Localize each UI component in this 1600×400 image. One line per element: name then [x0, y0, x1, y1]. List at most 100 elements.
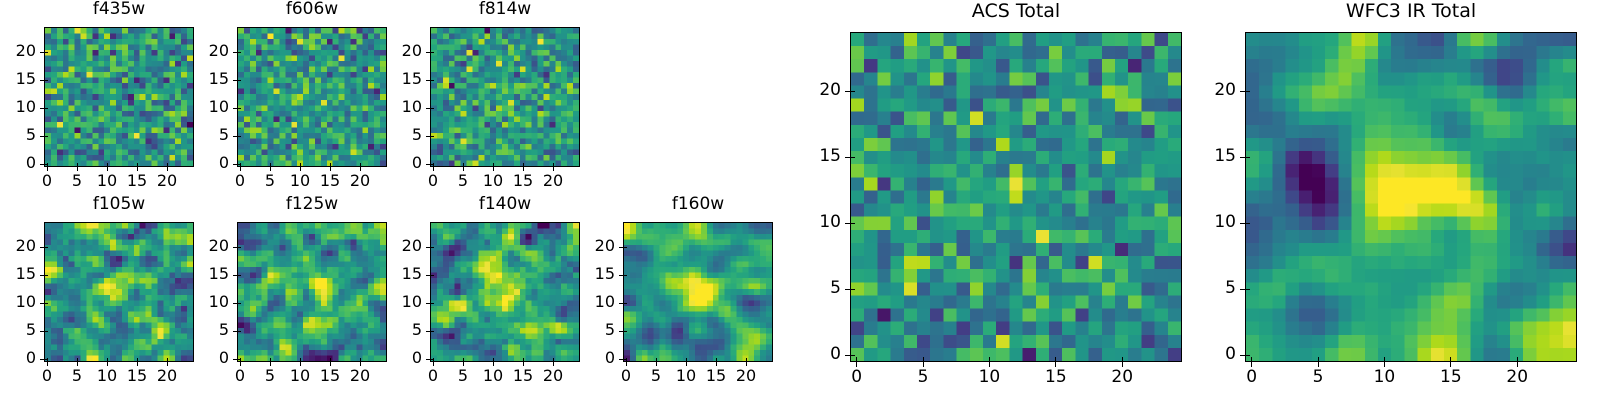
y-tick-label-f160w-0: 0: [604, 348, 615, 368]
x-tick-wfc3-ir-total-0: [1251, 362, 1253, 367]
y-tick-label-f814w-1: 5: [411, 125, 422, 145]
y-tick-label-f105w-2: 10: [15, 292, 36, 312]
panel-title-wfc3-ir-total: WFC3 IR Total: [1345, 0, 1477, 22]
y-tick-f140w-2: [426, 302, 430, 304]
x-tick-label-f125w-1: 5: [264, 366, 276, 385]
heatmap-image-acs-total: [851, 33, 1181, 361]
heatmap-image-f125w: [238, 223, 386, 361]
y-tick-acs-total-3: [845, 156, 850, 158]
x-tick-label-f814w-0: 0: [427, 171, 439, 190]
y-tick-label-f125w-2: 10: [208, 292, 229, 312]
y-tick-inner-wfc3-ir-total-1: [1245, 288, 1250, 290]
y-tick-f105w-4: [40, 246, 44, 248]
x-tick-wfc3-ir-total-2: [1383, 362, 1385, 367]
x-tick-label-f160w-0: 0: [620, 366, 632, 385]
y-tick-wfc3-ir-total-2: [1240, 222, 1245, 224]
y-tick-label-f606w-2: 10: [208, 97, 229, 117]
x-tick-label-f814w-4: 20: [542, 171, 564, 190]
y-tick-inner-f105w-3: [44, 274, 48, 276]
y-tick-inner-f435w-1: [44, 135, 48, 137]
x-tick-label-f606w-2: 10: [289, 171, 311, 190]
heatmap-wfc3-ir-total: [1245, 32, 1577, 362]
y-tick-f125w-0: [233, 358, 237, 360]
x-tick-f125w-4: [359, 362, 361, 366]
y-tick-inner-f125w-0: [237, 358, 241, 360]
y-tick-label-f160w-4: 20: [594, 236, 615, 256]
y-tick-inner-f160w-1: [623, 330, 627, 332]
y-tick-inner-f140w-1: [430, 330, 434, 332]
x-tick-inner-f160w-2: [685, 358, 687, 362]
y-tick-label-f606w-0: 0: [218, 153, 229, 173]
panel-f105w: f105w 0 5 10 15 20 0 5 10 15 20: [16, 196, 194, 388]
x-tick-inner-f606w-0: [239, 163, 241, 167]
x-tick-f105w-2: [106, 362, 108, 366]
y-tick-inner-acs-total-2: [850, 222, 855, 224]
panel-title-acs-total: ACS Total: [971, 0, 1061, 22]
x-tick-f105w-4: [166, 362, 168, 366]
x-tick-label-f606w-0: 0: [234, 171, 246, 190]
y-tick-acs-total-1: [845, 288, 850, 290]
x-tick-f160w-4: [745, 362, 747, 366]
y-tick-inner-f140w-2: [430, 302, 434, 304]
x-tick-label-f435w-0: 0: [41, 171, 53, 190]
x-tick-f814w-2: [492, 167, 494, 171]
x-tick-acs-total-1: [922, 362, 924, 367]
panel-title-f606w: f606w: [285, 0, 339, 19]
panel-f160w: f160w 0 5 10 15 20 0 5 10 15 20: [595, 196, 773, 388]
y-tick-acs-total-2: [845, 222, 850, 224]
y-tick-label-f125w-0: 0: [218, 348, 229, 368]
x-tick-label-f125w-4: 20: [349, 366, 371, 385]
x-tick-label-f105w-2: 10: [96, 366, 118, 385]
y-tick-label-wfc3-ir-total-3: 15: [1214, 146, 1236, 167]
x-tick-acs-total-0: [856, 362, 858, 367]
y-tick-f105w-3: [40, 274, 44, 276]
y-tick-inner-acs-total-1: [850, 288, 855, 290]
heatmap-f125w: [237, 222, 387, 362]
x-tick-f435w-2: [106, 167, 108, 171]
panel-title-f814w: f814w: [478, 0, 532, 19]
panel-f125w: f125w 0 5 10 15 20 0 5 10 15 20: [209, 196, 387, 388]
x-tick-f606w-0: [239, 167, 241, 171]
y-tick-label-acs-total-1: 5: [830, 278, 841, 299]
x-tick-label-f105w-4: 20: [156, 366, 178, 385]
x-tick-f140w-1: [462, 362, 464, 366]
panel-f140w: f140w 0 5 10 15 20 0 5 10 15 20: [402, 196, 580, 388]
x-tick-f140w-2: [492, 362, 494, 366]
y-tick-inner-f160w-2: [623, 302, 627, 304]
x-tick-inner-f435w-4: [166, 163, 168, 167]
panel-f435w: f435w 0 5 10 15 20 0 5 10 15 20: [16, 1, 194, 193]
y-tick-label-acs-total-4: 20: [819, 80, 841, 101]
x-tick-label-acs-total-3: 15: [1045, 367, 1067, 387]
y-tick-inner-f105w-1: [44, 330, 48, 332]
x-tick-label-f140w-2: 10: [482, 366, 504, 385]
y-tick-f140w-3: [426, 274, 430, 276]
y-tick-inner-f140w-3: [430, 274, 434, 276]
x-tick-wfc3-ir-total-3: [1450, 362, 1452, 367]
y-tick-f160w-4: [619, 246, 623, 248]
x-tick-f160w-1: [655, 362, 657, 366]
y-tick-f435w-0: [40, 163, 44, 165]
x-tick-inner-f435w-3: [136, 163, 138, 167]
y-tick-inner-f814w-3: [430, 79, 434, 81]
y-tick-label-f814w-3: 15: [401, 69, 422, 89]
x-tick-inner-f105w-1: [76, 358, 78, 362]
x-tick-inner-f814w-3: [522, 163, 524, 167]
panel-acs-total: ACS Total 0 5 10 15 20 0 5 10 15 20: [819, 0, 1182, 392]
y-tick-f105w-2: [40, 302, 44, 304]
x-tick-f125w-1: [269, 362, 271, 366]
x-tick-inner-wfc3-ir-total-3: [1450, 357, 1452, 362]
x-tick-f125w-3: [329, 362, 331, 366]
x-tick-inner-f814w-1: [462, 163, 464, 167]
x-tick-f814w-4: [552, 167, 554, 171]
x-tick-f160w-3: [715, 362, 717, 366]
y-tick-acs-total-0: [845, 354, 850, 356]
x-tick-label-f814w-2: 10: [482, 171, 504, 190]
x-tick-f606w-4: [359, 167, 361, 171]
y-tick-f814w-4: [426, 51, 430, 53]
x-tick-label-wfc3-ir-total-0: 0: [1246, 367, 1258, 387]
y-tick-inner-f814w-1: [430, 135, 434, 137]
y-tick-inner-f814w-4: [430, 51, 434, 53]
x-tick-label-f435w-1: 5: [71, 171, 83, 190]
y-tick-inner-f125w-3: [237, 274, 241, 276]
x-tick-inner-f814w-0: [432, 163, 434, 167]
